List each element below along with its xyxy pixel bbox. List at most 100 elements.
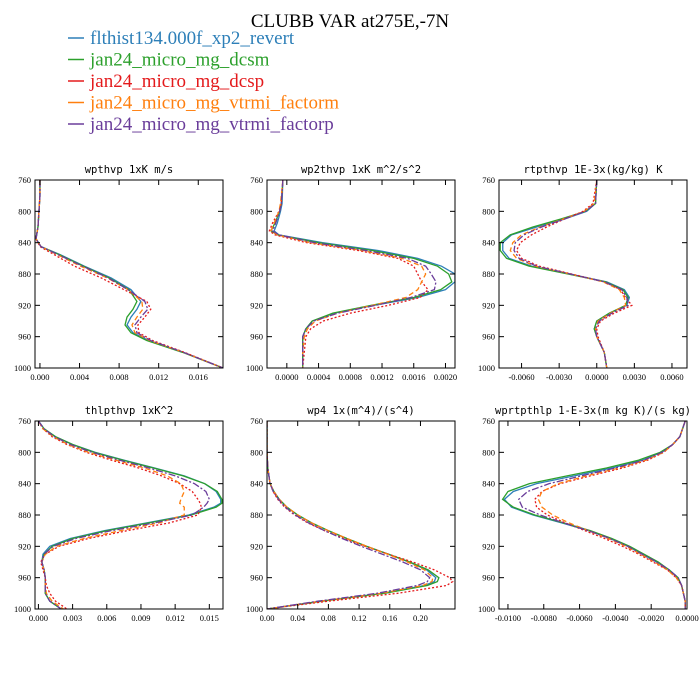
- x-tick-label: -0.0080: [531, 613, 557, 623]
- series-line: [534, 421, 686, 609]
- panel-3: rtpthvp 1E-3x(kg/kg) K 760 800 840 880 920 960…: [478, 164, 688, 382]
- y-tick-label: 1000: [14, 363, 31, 373]
- panel-4: thlpthvp 1xK^276080084088092096010000.00…: [14, 405, 224, 623]
- legend-label: jan24_micro_mg_vtrmi_factorm: [89, 93, 339, 114]
- x-tick-label: 0.012: [149, 372, 168, 382]
- panel-6: wprtpthlp 1-E-3x(m kg K)/(s kg)760 800 840…: [478, 405, 699, 623]
- plot-frame: [498, 420, 688, 610]
- x-tick-label: 0.20: [413, 613, 428, 623]
- y-tick-label: 840: [482, 238, 495, 248]
- x-tick-label: 0.0000: [275, 372, 298, 382]
- legend-label: jan24_micro_mg_dcsp: [89, 71, 264, 92]
- figure-title: CLUBB VAR at275E,-7N: [251, 11, 450, 32]
- series-line: [267, 421, 437, 609]
- y-tick-label: 1000: [246, 363, 263, 373]
- y-tick-label: 960: [482, 332, 495, 342]
- x-tick-label: 0.000: [30, 372, 49, 382]
- y-tick-label: 960: [18, 573, 31, 583]
- legend-label: jan24_micro_mg_dcsm: [89, 50, 270, 71]
- series-line: [37, 421, 211, 609]
- x-tick-label: 0.004: [70, 372, 90, 382]
- y-tick-label: 840: [18, 479, 31, 489]
- x-tick-label: -0.0100: [495, 613, 521, 623]
- panel-5: wp4 1x(m^4)/(s^4)76080084088092096010000…: [246, 405, 456, 623]
- series-line: [35, 180, 223, 368]
- legend-label: flthist134.000f_xp2_revert: [90, 28, 295, 49]
- panel-title: rtpthvp 1E-3x(kg/kg) K: [523, 164, 663, 176]
- panel-1: wpthvp 1xK m/s76080084088092096010000.00…: [14, 164, 224, 382]
- y-tick-label: 880: [18, 510, 31, 520]
- x-tick-label: -0.0020: [638, 613, 664, 623]
- y-tick-label: 920: [250, 300, 263, 310]
- legend-label: jan24_micro_mg_vtrmi_factorp: [89, 114, 334, 135]
- panel-title: wp4 1x(m^4)/(s^4): [307, 405, 414, 417]
- series-line: [270, 180, 453, 368]
- x-tick-label: 0.006: [97, 613, 116, 623]
- x-tick-label: 0.04: [290, 613, 306, 623]
- x-tick-label: 0.0060: [660, 372, 683, 382]
- x-tick-label: -0.0040: [602, 613, 628, 623]
- series-line: [37, 421, 203, 609]
- series-line: [267, 421, 454, 609]
- series-line: [270, 180, 427, 368]
- series-line: [37, 421, 185, 609]
- plot-frame: [266, 420, 456, 610]
- y-tick-label: 760: [482, 175, 495, 185]
- y-tick-label: 840: [250, 238, 263, 248]
- y-tick-label: 800: [18, 447, 31, 457]
- plot-frame: [34, 420, 224, 610]
- y-tick-label: 920: [482, 541, 495, 551]
- y-tick-label: 1000: [246, 604, 263, 614]
- x-tick-label: 0.015: [200, 613, 219, 623]
- x-tick-label: 0.0016: [402, 372, 425, 382]
- x-tick-label: 0.0008: [339, 372, 362, 382]
- x-tick-label: 0.008: [110, 372, 129, 382]
- y-tick-label: 760: [18, 175, 31, 185]
- x-tick-label: 0.0020: [434, 372, 457, 382]
- series-line: [499, 180, 629, 368]
- y-tick-label: 880: [250, 510, 263, 520]
- series-line: [537, 421, 686, 609]
- x-tick-label: 0.12: [352, 613, 367, 623]
- series-line: [35, 180, 223, 368]
- y-tick-label: 1000: [478, 604, 495, 614]
- x-tick-label: 0.016: [189, 372, 208, 382]
- y-tick-label: 960: [482, 573, 495, 583]
- series-line: [503, 421, 686, 609]
- x-tick-label: 0.0030: [623, 372, 646, 382]
- x-tick-label: 0.009: [131, 613, 150, 623]
- legend: flthist134.000f_xp2_revertjan24_micro_mg…: [68, 28, 339, 135]
- series-line: [37, 421, 222, 609]
- y-tick-label: 960: [250, 573, 263, 583]
- series-line: [513, 180, 629, 368]
- y-tick-label: 800: [482, 447, 495, 457]
- x-tick-label: 0.0000: [675, 613, 698, 623]
- y-tick-label: 880: [250, 269, 263, 279]
- series-line: [35, 180, 223, 368]
- x-tick-label: -0.0030: [546, 372, 572, 382]
- y-tick-label: 800: [18, 206, 31, 216]
- panels: wpthvp 1xK m/s76080084088092096010000.00…: [14, 164, 699, 623]
- y-tick-label: 880: [482, 510, 495, 520]
- series-line: [271, 180, 437, 368]
- series-line: [273, 180, 455, 368]
- x-tick-label: 0.16: [382, 613, 397, 623]
- series-line: [501, 421, 686, 609]
- y-tick-label: 920: [18, 300, 31, 310]
- y-tick-label: 840: [482, 479, 495, 489]
- y-tick-label: 920: [482, 300, 495, 310]
- y-tick-label: 1000: [478, 363, 495, 373]
- x-tick-label: -0.0060: [566, 613, 592, 623]
- x-tick-label: 0.0012: [370, 372, 393, 382]
- y-tick-label: 880: [482, 269, 495, 279]
- series-line: [267, 421, 431, 609]
- series-line: [268, 180, 429, 368]
- series-line: [37, 421, 223, 609]
- series-line: [267, 421, 440, 609]
- x-tick-label: 0.00: [260, 613, 275, 623]
- y-tick-label: 840: [250, 479, 263, 489]
- y-tick-label: 760: [18, 416, 31, 426]
- y-tick-label: 760: [250, 416, 263, 426]
- x-tick-label: 0.0004: [307, 372, 331, 382]
- y-tick-label: 800: [482, 206, 495, 216]
